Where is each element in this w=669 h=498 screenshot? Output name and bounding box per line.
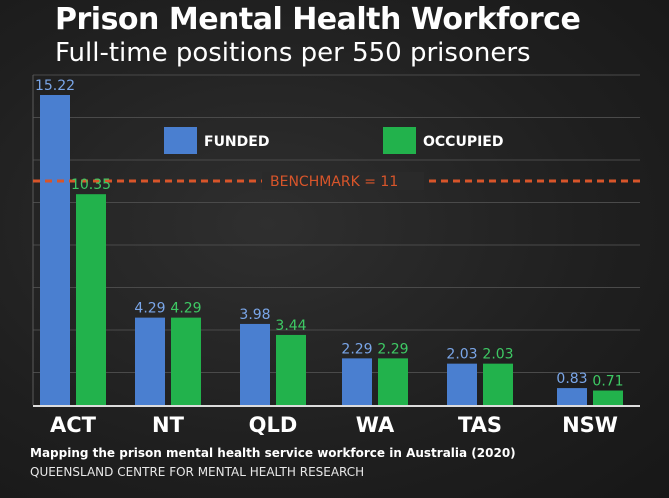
value-label-occupied-act: 10.35 — [71, 177, 111, 193]
legend-swatch-funded — [164, 127, 197, 154]
category-label-nt: NT — [152, 413, 185, 437]
category-label-act: ACT — [50, 413, 97, 437]
source-title: Mapping the prison mental health service… — [30, 446, 516, 460]
value-label-occupied-nt: 4.29 — [170, 301, 201, 317]
value-label-funded-nt: 4.29 — [134, 301, 165, 317]
bar-funded-act — [40, 95, 70, 405]
value-label-occupied-qld: 3.44 — [275, 318, 306, 334]
benchmark-label-bg — [262, 171, 424, 190]
chart-title: Prison Mental Health Workforce — [55, 2, 581, 37]
bar-funded-qld — [240, 323, 270, 405]
benchmark-label: BENCHMARK = 11 — [270, 174, 398, 190]
category-label-qld: QLD — [249, 413, 298, 437]
category-label-wa: WA — [356, 413, 395, 437]
value-labels: 15.22 10.35 4.29 4.29 3.98 3.44 2.29 2.29 2.03 2.… — [35, 78, 624, 390]
bar-funded-nt — [135, 317, 165, 405]
category-label-tas: TAS — [458, 413, 502, 437]
bar-occupied-nt — [171, 317, 201, 405]
bars — [40, 95, 623, 405]
bar-occupied-qld — [276, 334, 306, 405]
bar-occupied-tas — [483, 363, 513, 405]
bar-funded-wa — [342, 358, 372, 405]
value-label-funded-nsw: 0.83 — [556, 371, 587, 387]
legend-swatch-occupied — [383, 127, 416, 154]
value-label-funded-act: 15.22 — [35, 78, 75, 94]
bar-occupied-wa — [378, 358, 408, 405]
legend: FUNDED OCCUPIED — [164, 127, 503, 154]
chart-subtitle: Full-time positions per 550 prisoners — [55, 38, 531, 68]
legend-label-funded: FUNDED — [204, 134, 269, 150]
value-label-occupied-tas: 2.03 — [482, 347, 513, 363]
category-label-nsw: NSW — [562, 413, 618, 437]
bar-occupied-act — [76, 194, 106, 405]
bar-funded-tas — [447, 363, 477, 405]
value-label-occupied-wa: 2.29 — [377, 341, 408, 357]
bar-occupied-nsw — [593, 390, 623, 405]
bar-funded-nsw — [557, 388, 587, 405]
value-label-funded-wa: 2.29 — [341, 341, 372, 357]
category-labels: ACT NT QLD WA TAS NSW — [50, 413, 618, 437]
source-org: QUEENSLAND CENTRE FOR MENTAL HEALTH RESE… — [30, 465, 365, 479]
value-label-funded-tas: 2.03 — [446, 347, 477, 363]
value-label-funded-qld: 3.98 — [239, 307, 270, 323]
gridlines — [32, 74, 640, 405]
value-label-occupied-nsw: 0.71 — [592, 374, 623, 390]
legend-label-occupied: OCCUPIED — [423, 134, 503, 150]
